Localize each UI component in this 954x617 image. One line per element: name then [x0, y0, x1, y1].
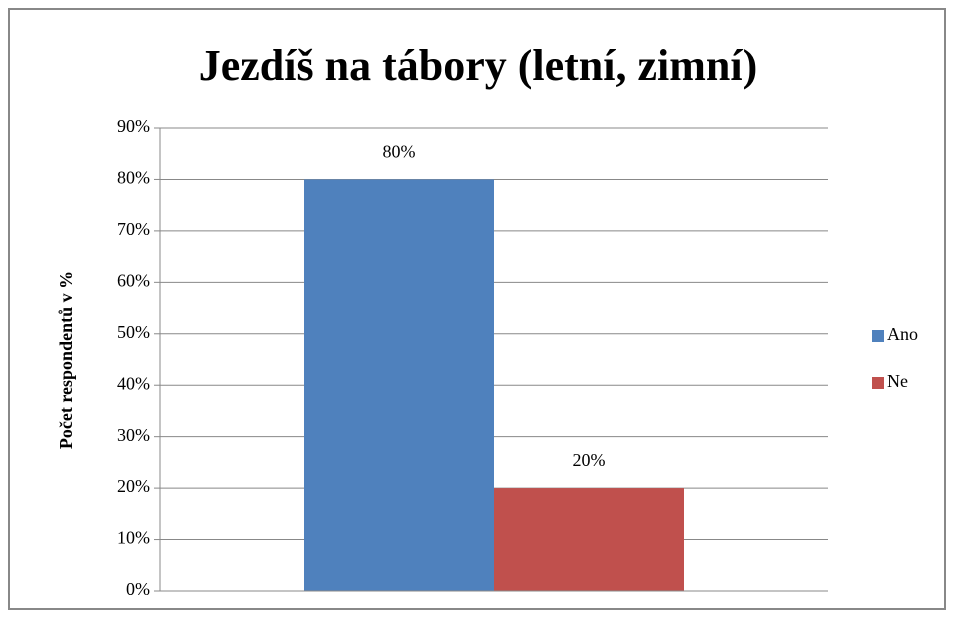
data-label: 80%	[383, 142, 416, 162]
y-tick-label: 40%	[117, 373, 150, 393]
legend-swatch	[872, 330, 884, 342]
y-tick-label: 60%	[117, 270, 150, 290]
y-tick-label: 30%	[117, 425, 150, 445]
y-tick-label: 20%	[117, 476, 150, 496]
chart-title: Jezdíš na tábory (letní, zimní)	[199, 41, 758, 90]
legend-label: Ano	[887, 324, 918, 344]
bar	[304, 179, 494, 591]
y-tick-label: 80%	[117, 168, 150, 188]
y-tick-label: 10%	[117, 528, 150, 548]
y-tick-label: 70%	[117, 219, 150, 239]
legend-swatch	[872, 377, 884, 389]
y-tick-label: 50%	[117, 322, 150, 342]
y-tick-label: 0%	[126, 579, 150, 599]
y-tick-label: 90%	[117, 116, 150, 136]
bar	[494, 488, 684, 591]
y-axis-label: Počet respondentů v %	[56, 271, 76, 449]
data-label: 20%	[573, 450, 606, 470]
legend-label: Ne	[887, 371, 908, 391]
